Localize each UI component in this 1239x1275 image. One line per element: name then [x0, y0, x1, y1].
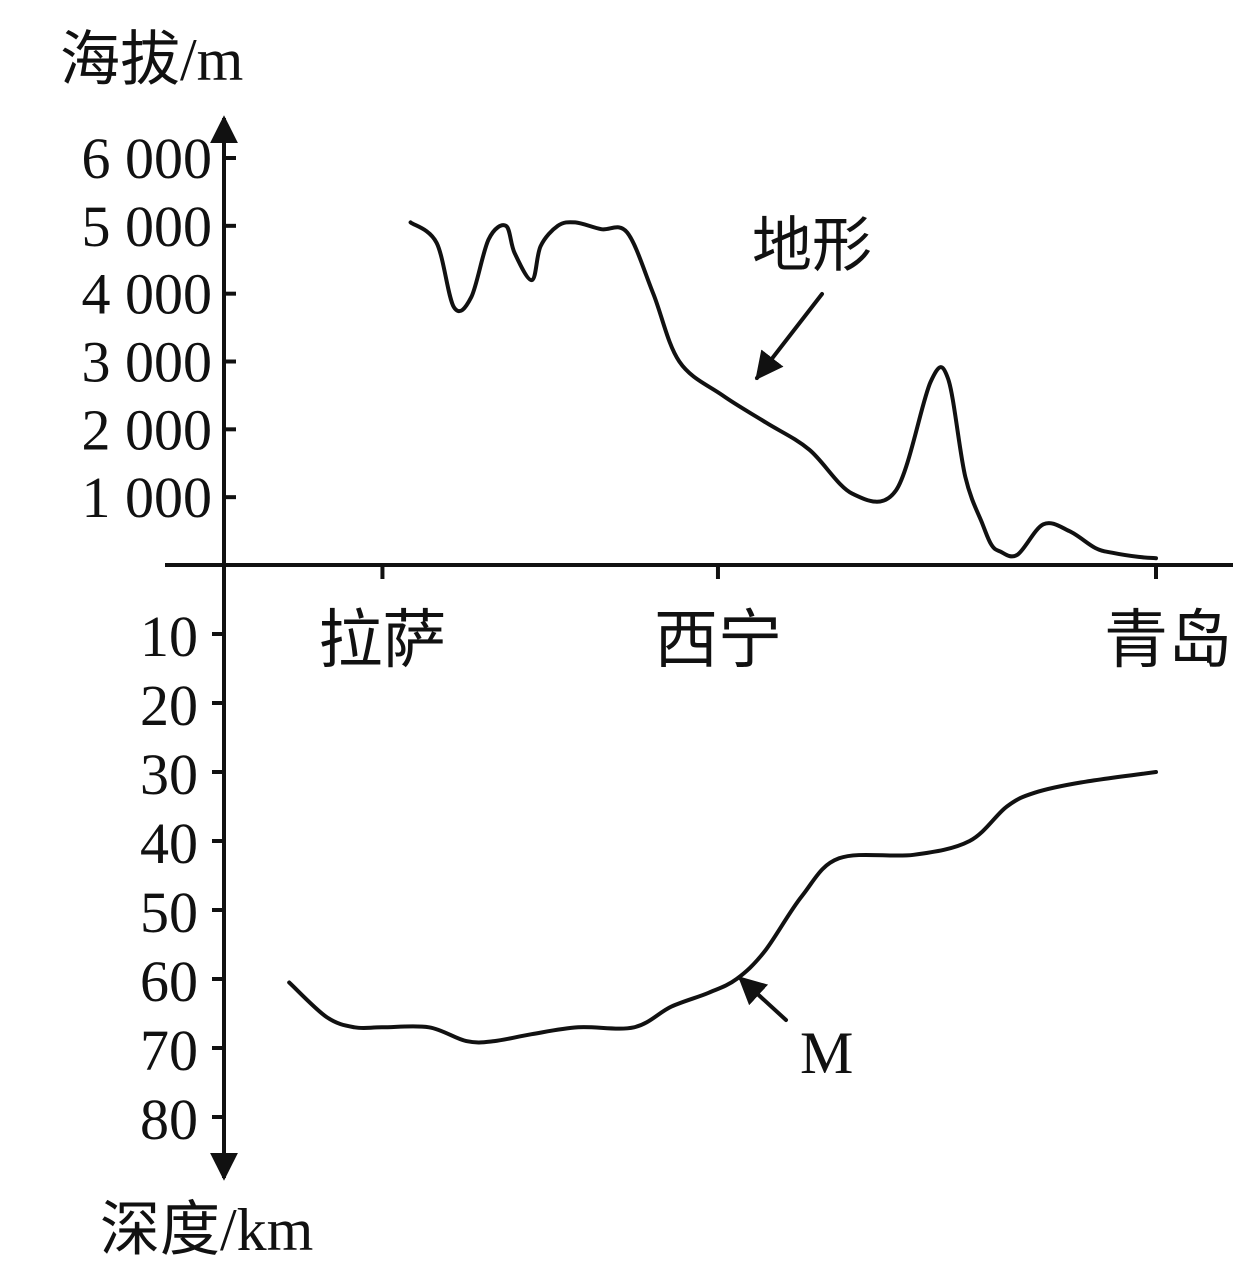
terrain-annotation: 地形 — [752, 213, 872, 279]
terrain-line — [408, 220, 1158, 561]
bottom-tick-label: 30 — [140, 742, 198, 807]
bottom-tick-label: 80 — [140, 1087, 198, 1152]
bottom-tick-label: 10 — [140, 604, 198, 669]
category-label: 拉萨 — [318, 605, 446, 676]
m-line — [287, 770, 1158, 1045]
category-label: 青岛 — [1104, 605, 1232, 676]
category-ticks: 拉萨 西宁 青岛 — [318, 565, 1232, 676]
bottom-tick-label: 70 — [140, 1018, 198, 1083]
top-tick-label: 4 000 — [82, 262, 213, 327]
terrain-annotation-arrow — [755, 292, 824, 381]
m-annotation: M — [800, 1020, 853, 1086]
bottom-tick-label: 20 — [140, 673, 198, 738]
m-annotation-arrow — [737, 976, 788, 1022]
category-label: 西宁 — [654, 605, 782, 676]
bottom-axis-title: 深度/km — [100, 1197, 313, 1263]
top-tick-label: 3 000 — [82, 330, 213, 395]
bottom-tick-label: 50 — [140, 880, 198, 945]
top-tick-label: 1 000 — [82, 465, 213, 530]
bottom-tick-label: 40 — [140, 811, 198, 876]
top-tick-label: 6 000 — [82, 126, 213, 191]
bottom-tick-label: 60 — [140, 949, 198, 1014]
top-tick-label: 5 000 — [82, 194, 213, 259]
top-tick-label: 2 000 — [82, 397, 213, 462]
top-axis-title: 海拔/m — [60, 27, 243, 93]
